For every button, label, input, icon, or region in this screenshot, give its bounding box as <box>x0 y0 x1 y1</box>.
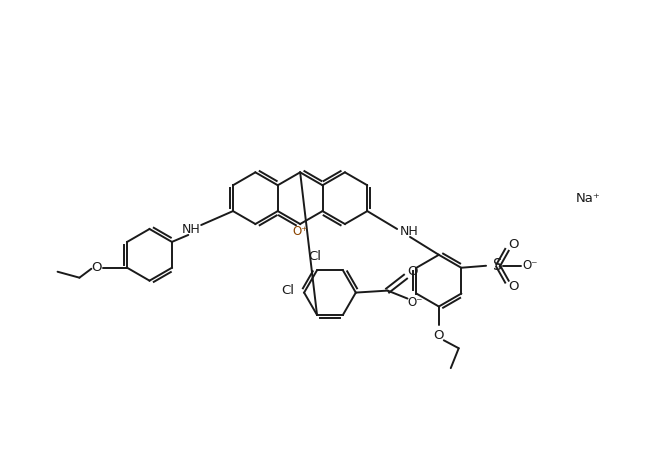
Text: Cl: Cl <box>309 250 322 263</box>
Text: O⁻: O⁻ <box>522 259 538 272</box>
Text: O⁻: O⁻ <box>408 296 423 309</box>
Text: O: O <box>407 265 418 278</box>
Text: O: O <box>509 280 519 293</box>
Text: O⁺: O⁺ <box>292 226 308 238</box>
Text: S: S <box>493 258 503 273</box>
Text: NH: NH <box>182 223 201 236</box>
Text: Cl: Cl <box>281 284 295 297</box>
Text: NH: NH <box>400 226 419 238</box>
Text: O: O <box>433 329 444 342</box>
Text: Na⁺: Na⁺ <box>576 192 601 205</box>
Text: O: O <box>509 238 519 251</box>
Text: O: O <box>91 261 102 274</box>
